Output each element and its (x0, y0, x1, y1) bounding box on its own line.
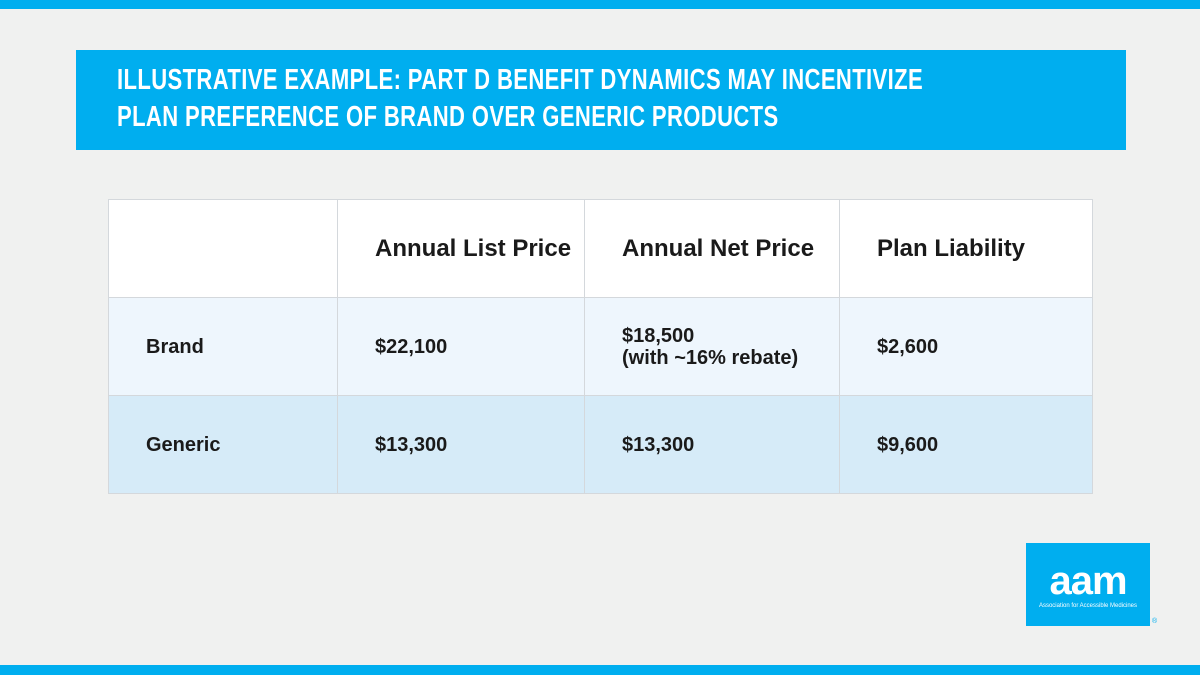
title-box: ILLUSTRATIVE EXAMPLE: PART D BENEFIT DYN… (76, 50, 1126, 150)
row-label-cell: Brand (108, 297, 338, 396)
table-cell: $2,600 (839, 297, 1093, 396)
cell-value: $22,100 (375, 335, 448, 358)
cell-value: $13,300 (375, 433, 448, 456)
table-cell: $9,600 (839, 395, 1093, 494)
cell-value: $13,300 (622, 433, 695, 456)
row-label: Brand (146, 335, 204, 358)
row-label-cell: Generic (108, 395, 338, 494)
cell-value: $9,600 (877, 433, 939, 456)
header-cell (108, 199, 338, 298)
cell-value: $18,500 (622, 324, 695, 347)
table-cell: $22,100 (337, 297, 585, 396)
logo: aam Association for Accessible Medicines (1026, 543, 1150, 626)
header-cell: Annual Net Price (584, 199, 840, 298)
column-header: Annual Net Price (622, 234, 815, 262)
column-header: Plan Liability (877, 234, 1026, 262)
bottom-bar (0, 665, 1200, 675)
column-header: Annual List Price (375, 234, 572, 262)
top-bar (0, 0, 1200, 9)
logo-mark: aam (1049, 559, 1127, 603)
registered-mark: ® (1152, 618, 1158, 625)
cell-value: $2,600 (877, 335, 939, 358)
table-cell: $13,300 (337, 395, 585, 494)
header-cell: Annual List Price (337, 199, 585, 298)
title-line: PLAN PREFERENCE OF BRAND OVER GENERIC PR… (117, 101, 779, 133)
row-label: Generic (146, 433, 221, 456)
table-cell: $18,500 (with ~16% rebate) (584, 297, 840, 396)
table-cell: $13,300 (584, 395, 840, 494)
cell-note: (with ~16% rebate) (622, 346, 799, 369)
title-line: ILLUSTRATIVE EXAMPLE: PART D BENEFIT DYN… (117, 64, 924, 96)
logo-tagline: Association for Accessible Medicines (1038, 603, 1138, 609)
header-cell: Plan Liability (839, 199, 1093, 298)
